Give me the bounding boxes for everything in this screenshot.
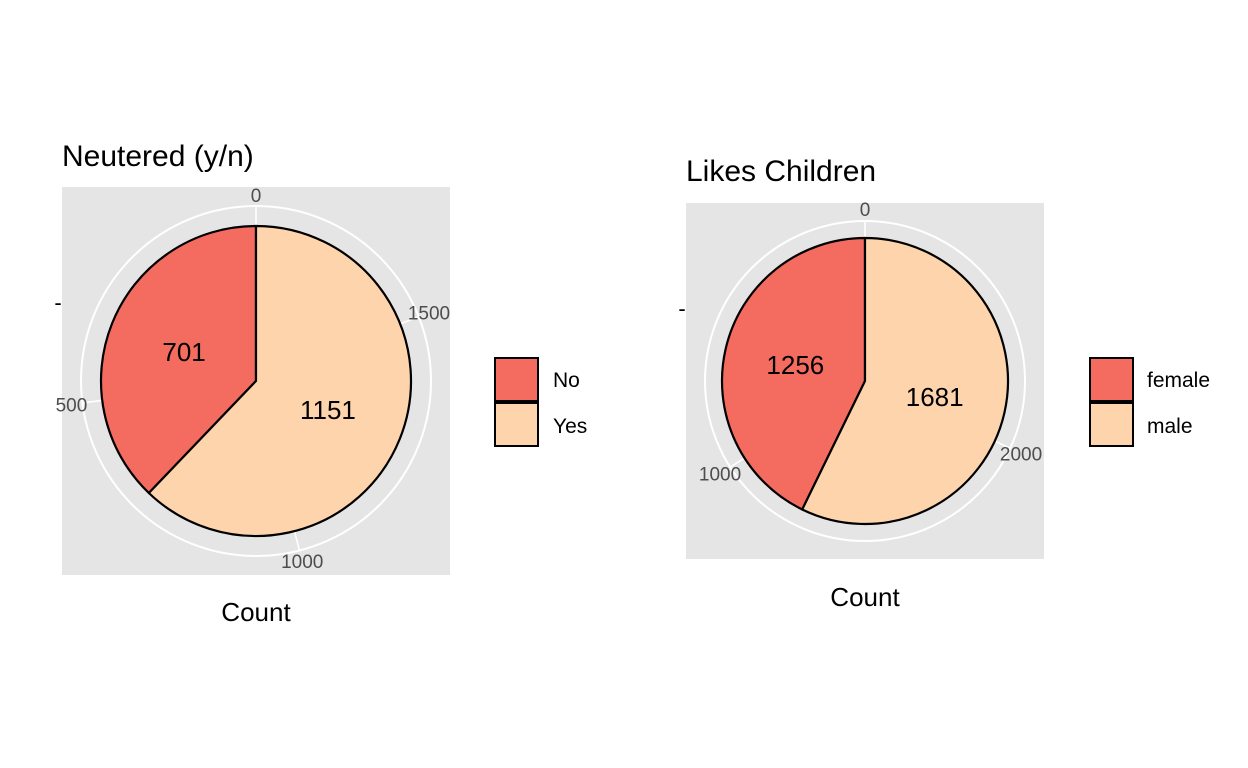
slice-labels: 701 1151 (162, 337, 356, 425)
grid-spoke (992, 439, 1011, 449)
y-axis-label: - (54, 290, 61, 315)
x-axis-label: Count (830, 582, 900, 612)
legend-label-male: male (1147, 415, 1193, 438)
legend: No Yes (494, 357, 587, 447)
polar-grid (704, 220, 1026, 542)
tick-label: 2000 (1000, 444, 1042, 465)
y-axis-label: - (678, 296, 685, 321)
chart-title: Likes Children (686, 155, 876, 188)
polar-grid (80, 205, 432, 557)
data-label: 1151 (300, 395, 356, 425)
legend-label-no: No (553, 369, 580, 392)
legend: female male (1089, 357, 1210, 447)
data-label: 1681 (906, 382, 964, 412)
legend-key-no (494, 357, 539, 402)
tick-label: 0 (860, 200, 871, 221)
x-axis-label: Count (221, 597, 291, 627)
tick-label: 0 (251, 186, 262, 207)
grid-spoke (82, 399, 105, 404)
legend-key-yes (494, 402, 539, 447)
data-label: 1256 (766, 350, 824, 380)
tick-labels: 0 1000 2000 (699, 200, 1042, 486)
legend-label-female: female (1147, 369, 1210, 392)
chart-title: Neutered (y/n) (62, 140, 254, 173)
pie-slice-male (801, 236, 1010, 526)
grid-spoke (293, 529, 301, 551)
legend-label-yes: Yes (553, 415, 587, 438)
pie-slices (720, 236, 1010, 526)
pie-slice-yes (147, 224, 413, 538)
chart-panel-likes-children: Likes Children 0 1000 2000 1256 1681 - Coun… (678, 155, 1210, 612)
chart-panel-neutered: Neutered (y/n) 0 500 1000 1500 701 1151 - Co… (54, 140, 587, 627)
legend-key-female (1089, 357, 1134, 402)
grid-spoke (397, 315, 420, 326)
tick-label: 500 (56, 395, 88, 416)
slice-labels: 1256 1681 (766, 350, 963, 412)
tick-labels: 0 500 1000 1500 (56, 186, 450, 573)
pie-slices (99, 224, 413, 538)
legend-key-male (1089, 402, 1134, 447)
pie-slice-no (99, 224, 258, 495)
tick-label: 1500 (408, 304, 450, 325)
tick-label: 1000 (281, 552, 323, 573)
data-label: 701 (162, 337, 205, 367)
tick-label: 1000 (699, 465, 741, 486)
pie-slice-female (720, 236, 867, 511)
